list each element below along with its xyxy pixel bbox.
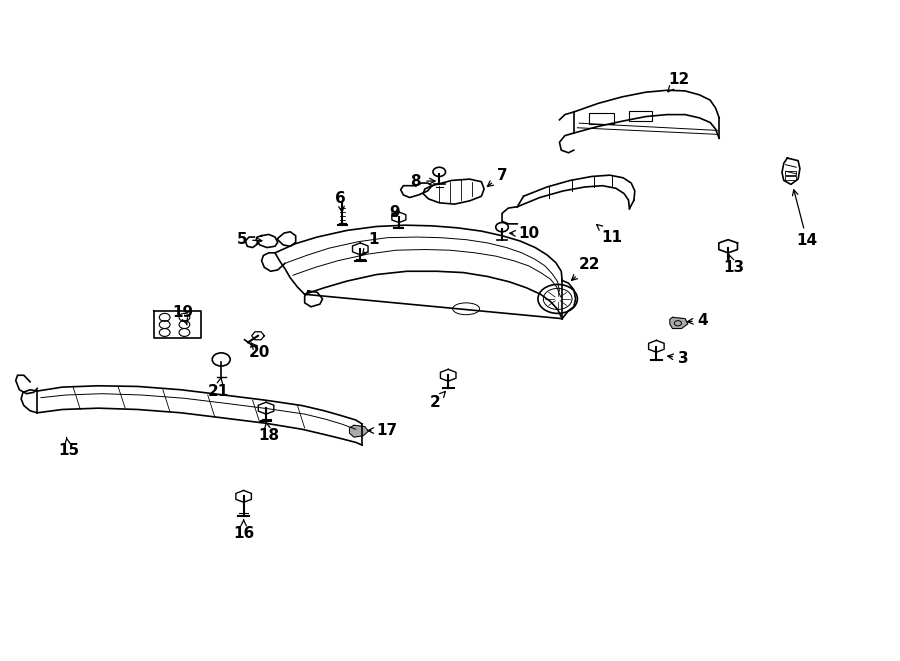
Text: 20: 20 xyxy=(249,342,271,360)
Text: 19: 19 xyxy=(172,305,194,325)
Text: 10: 10 xyxy=(509,226,539,241)
Text: 12: 12 xyxy=(668,71,689,92)
Text: 21: 21 xyxy=(208,377,230,399)
Text: 13: 13 xyxy=(723,254,744,275)
Polygon shape xyxy=(670,317,688,329)
Text: 9: 9 xyxy=(389,204,400,219)
Text: 15: 15 xyxy=(58,438,79,458)
Text: 18: 18 xyxy=(258,422,279,444)
Text: 8: 8 xyxy=(410,174,435,188)
Text: 22: 22 xyxy=(572,257,599,280)
Text: 11: 11 xyxy=(597,225,622,245)
Text: 3: 3 xyxy=(668,350,688,366)
Text: 5: 5 xyxy=(237,232,262,247)
Text: 16: 16 xyxy=(233,520,255,541)
Polygon shape xyxy=(349,425,368,437)
Text: 14: 14 xyxy=(793,190,818,249)
Text: 17: 17 xyxy=(368,423,398,438)
Text: 4: 4 xyxy=(688,313,708,328)
Text: 6: 6 xyxy=(335,191,346,212)
Text: 7: 7 xyxy=(488,168,508,186)
Text: 1: 1 xyxy=(363,232,379,254)
Text: 2: 2 xyxy=(429,391,445,410)
